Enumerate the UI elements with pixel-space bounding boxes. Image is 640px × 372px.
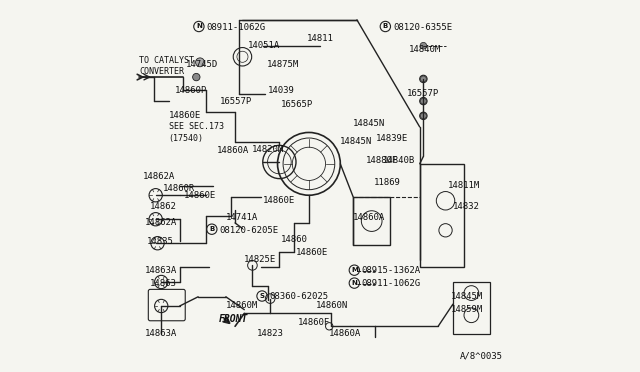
Text: 14820M: 14820M — [252, 145, 284, 154]
Text: 14860M: 14860M — [226, 301, 258, 311]
Circle shape — [193, 73, 200, 81]
Circle shape — [420, 113, 426, 119]
Text: S: S — [260, 293, 264, 299]
Text: 14039: 14039 — [268, 86, 295, 94]
Text: 14832: 14832 — [453, 202, 480, 211]
Text: 14860E: 14860E — [168, 111, 201, 121]
Text: 14863A: 14863A — [145, 266, 177, 275]
Text: 14860F: 14860F — [298, 318, 330, 327]
Text: B: B — [209, 226, 214, 232]
Text: N: N — [196, 23, 202, 29]
Text: 14860: 14860 — [281, 235, 308, 244]
Text: 14745D: 14745D — [186, 60, 219, 69]
Text: FRONT: FRONT — [218, 314, 248, 324]
Text: 14825E: 14825E — [244, 255, 276, 264]
Text: 14741A: 14741A — [226, 213, 258, 222]
Text: TO CATALYST
CONVERTER: TO CATALYST CONVERTER — [139, 56, 194, 76]
Text: 08911-1062G: 08911-1062G — [362, 279, 421, 288]
Text: 14051A: 14051A — [248, 41, 280, 50]
Text: 16557P: 16557P — [220, 97, 253, 106]
Text: 08915-1362A: 08915-1362A — [362, 266, 421, 275]
Text: 14860R: 14860R — [163, 184, 195, 193]
Text: N: N — [351, 280, 357, 286]
Circle shape — [420, 76, 426, 82]
Text: B: B — [383, 23, 388, 29]
Text: 08360-62025: 08360-62025 — [269, 292, 328, 301]
Circle shape — [420, 98, 426, 104]
Text: 08911-1062G: 08911-1062G — [207, 23, 266, 32]
Text: 14845M: 14845M — [451, 292, 483, 301]
Text: 16557P: 16557P — [407, 89, 439, 98]
Text: 14862A: 14862A — [145, 218, 177, 227]
Text: 11869: 11869 — [374, 178, 401, 187]
Text: 08120-6355E: 08120-6355E — [393, 23, 452, 32]
Text: 14845N: 14845N — [353, 119, 385, 128]
Text: A/8^0035: A/8^0035 — [460, 351, 503, 360]
Text: 14811: 14811 — [307, 34, 334, 43]
Text: 14860A: 14860A — [216, 147, 249, 155]
Text: 14860A: 14860A — [353, 213, 385, 222]
Text: 14863A: 14863A — [145, 329, 177, 338]
Text: 08120-6205E: 08120-6205E — [220, 226, 278, 235]
Text: 14823: 14823 — [257, 329, 284, 338]
Circle shape — [420, 42, 427, 49]
Text: 14875M: 14875M — [266, 60, 299, 69]
Text: 14862: 14862 — [149, 202, 176, 211]
Text: 16565P: 16565P — [281, 100, 314, 109]
Text: 14811M: 14811M — [447, 182, 479, 190]
Text: 14859M: 14859M — [451, 305, 483, 314]
Text: 14835: 14835 — [147, 237, 173, 246]
Text: 14840B: 14840B — [383, 155, 415, 165]
Text: M: M — [351, 267, 358, 273]
Text: SEE SEC.173
(17540): SEE SEC.173 (17540) — [168, 122, 223, 142]
Text: 14845N: 14845N — [340, 137, 372, 146]
Text: 14860E: 14860E — [184, 191, 216, 200]
Text: 14860A: 14860A — [329, 329, 362, 338]
Text: 14860E: 14860E — [263, 196, 295, 205]
Text: 14860P: 14860P — [175, 86, 207, 94]
Text: 14840M: 14840M — [408, 45, 441, 54]
Text: 14860N: 14860N — [316, 301, 349, 311]
Text: 14863: 14863 — [149, 279, 176, 288]
Text: 14880F: 14880F — [366, 155, 399, 165]
Text: 14860E: 14860E — [296, 248, 328, 257]
Text: 14839E: 14839E — [376, 134, 408, 142]
Circle shape — [196, 58, 204, 67]
Text: 14862A: 14862A — [143, 172, 175, 181]
